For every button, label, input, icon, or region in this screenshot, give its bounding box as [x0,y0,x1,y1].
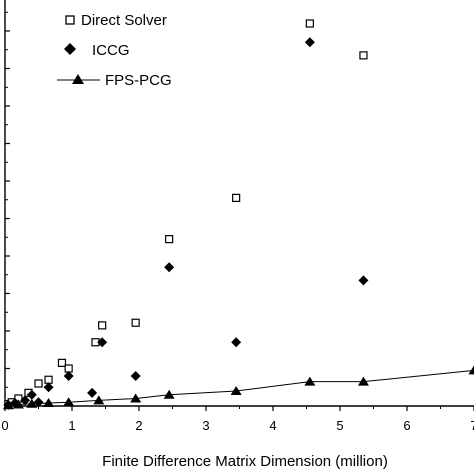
x-axis-title: Finite Difference Matrix Dimension (mill… [102,453,388,470]
legend-marker-direct-solver [65,15,75,25]
x-tick-label: 6 [403,418,410,433]
data-point-iccg [358,275,369,286]
data-point-direct-solver [98,321,107,330]
data-point-iccg [33,397,44,408]
data-point-direct-solver [64,364,73,373]
legend-label-iccg: ICCG [92,42,130,59]
legend-label-direct-solver: Direct Solver [81,12,167,29]
series-line [8,369,474,406]
series-layer [2,19,474,410]
y-ticks [5,11,10,407]
data-point-direct-solver [359,51,368,60]
data-point-fps-pcg [63,397,75,407]
data-point-fps-pcg [304,376,316,386]
data-point-iccg [87,387,98,398]
data-point-direct-solver [44,375,53,384]
data-point-iccg [63,371,74,381]
series-iccg [3,37,369,410]
x-tick-label: 3 [202,418,209,433]
data-point-direct-solver [34,379,43,388]
data-point-iccg [231,337,242,348]
data-point-iccg [43,382,54,393]
data-point-iccg [97,337,108,348]
data-point-iccg [26,389,37,400]
series-direct-solver [4,19,368,409]
legend: Direct Solver ICCG FPS-PCG [57,12,172,89]
x-ticks: 0 1 2 3 4 5 6 7 [1,406,474,433]
data-point-fps-pcg [130,393,142,403]
x-tick-label: 7 [470,418,474,433]
x-tick-label: 1 [68,418,75,433]
legend-label-fps-pcg: FPS-PCG [105,72,172,89]
data-point-iccg [130,371,141,381]
data-point-fps-pcg [163,389,175,399]
data-point-fps-pcg [230,386,242,395]
legend-marker-fps-pcg [72,74,84,84]
series-fps-pcg [2,365,474,410]
data-point-direct-solver [165,235,174,244]
data-point-fps-pcg [93,395,105,405]
legend-marker-iccg [64,43,76,55]
data-point-iccg [164,262,175,273]
data-point-fps-pcg [26,398,38,408]
x-tick-label: 4 [269,418,276,433]
x-tick-label: 2 [135,418,142,433]
x-tick-label: 5 [336,418,343,433]
data-point-direct-solver [57,358,67,367]
data-point-direct-solver [232,193,241,202]
data-point-fps-pcg [12,399,24,409]
data-point-direct-solver [131,318,140,327]
data-point-fps-pcg [2,400,14,410]
data-point-fps-pcg [357,376,369,386]
data-point-direct-solver [305,19,314,28]
x-tick-label: 0 [1,418,8,433]
data-point-iccg [20,395,31,406]
data-point-fps-pcg [43,398,55,407]
data-point-fps-pcg [468,365,474,375]
data-point-iccg [304,37,315,48]
plot-area: 0 1 2 3 4 5 6 7 [1,0,474,433]
